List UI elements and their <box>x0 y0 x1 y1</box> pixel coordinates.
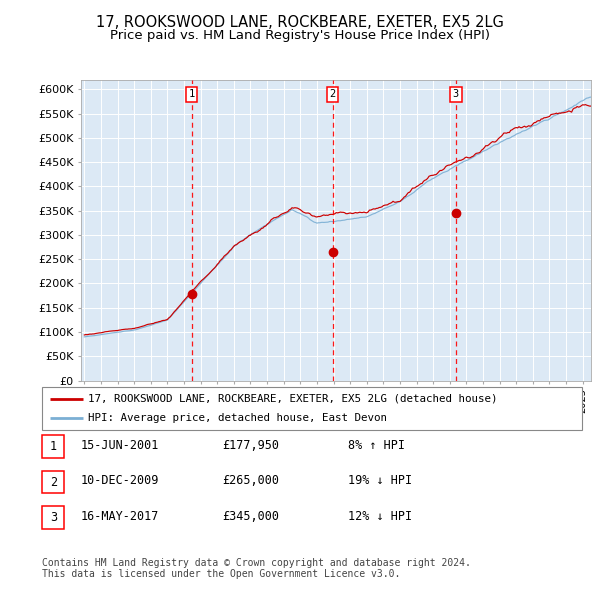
Text: 10-DEC-2009: 10-DEC-2009 <box>81 474 160 487</box>
FancyBboxPatch shape <box>43 471 64 493</box>
Text: £177,950: £177,950 <box>222 439 279 452</box>
Text: 17, ROOKSWOOD LANE, ROCKBEARE, EXETER, EX5 2LG: 17, ROOKSWOOD LANE, ROCKBEARE, EXETER, E… <box>96 15 504 30</box>
Text: 3: 3 <box>50 511 57 524</box>
Text: 19% ↓ HPI: 19% ↓ HPI <box>348 474 412 487</box>
Text: 1: 1 <box>188 89 195 99</box>
FancyBboxPatch shape <box>43 506 64 529</box>
Text: 1: 1 <box>50 440 57 453</box>
FancyBboxPatch shape <box>42 387 582 430</box>
Text: £345,000: £345,000 <box>222 510 279 523</box>
Text: HPI: Average price, detached house, East Devon: HPI: Average price, detached house, East… <box>88 413 387 423</box>
Text: 3: 3 <box>453 89 459 99</box>
Text: 8% ↑ HPI: 8% ↑ HPI <box>348 439 405 452</box>
Text: 2: 2 <box>329 89 335 99</box>
Text: 16-MAY-2017: 16-MAY-2017 <box>81 510 160 523</box>
Text: Price paid vs. HM Land Registry's House Price Index (HPI): Price paid vs. HM Land Registry's House … <box>110 30 490 42</box>
Text: 17, ROOKSWOOD LANE, ROCKBEARE, EXETER, EX5 2LG (detached house): 17, ROOKSWOOD LANE, ROCKBEARE, EXETER, E… <box>88 394 497 404</box>
Text: Contains HM Land Registry data © Crown copyright and database right 2024.
This d: Contains HM Land Registry data © Crown c… <box>42 558 471 579</box>
Text: 2: 2 <box>50 476 57 489</box>
Text: 12% ↓ HPI: 12% ↓ HPI <box>348 510 412 523</box>
Text: 15-JUN-2001: 15-JUN-2001 <box>81 439 160 452</box>
Text: £265,000: £265,000 <box>222 474 279 487</box>
FancyBboxPatch shape <box>43 435 64 458</box>
